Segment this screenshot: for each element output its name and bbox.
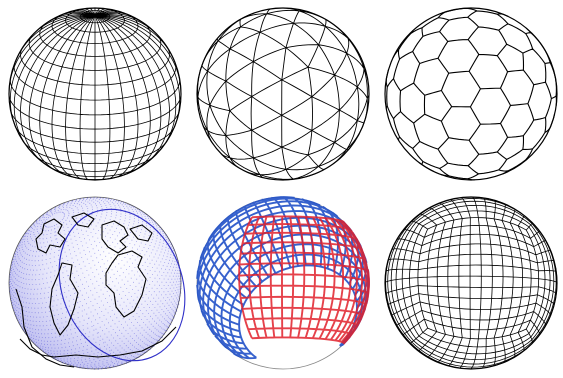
cubed-sphere-grid-sphere — [378, 189, 563, 378]
grid-points — [9, 197, 182, 370]
coastline — [71, 212, 95, 228]
hexagonal-grid-sphere — [378, 0, 563, 189]
cubed-sphere-grid-svg — [384, 196, 558, 370]
earth-point-grid-sphere — [2, 189, 189, 378]
latlon-grid-sphere — [2, 0, 189, 189]
grid-boundary-ring — [58, 208, 186, 362]
latlon-grid-svg — [8, 7, 182, 181]
hexagonal-grid-svg — [384, 7, 558, 181]
coastline — [105, 250, 147, 318]
coastline — [49, 262, 79, 336]
coastline — [129, 224, 153, 242]
coastline — [101, 220, 129, 254]
coastline — [19, 326, 177, 358]
coastline — [35, 218, 66, 254]
triangle-grid-svg — [196, 7, 370, 181]
yin-grid-lines — [238, 215, 370, 345]
earth-sphere — [8, 196, 182, 370]
triangle-grid-lines — [196, 7, 370, 181]
yin-yang-grid-svg — [196, 196, 370, 370]
point-grid-mesh — [9, 197, 182, 370]
latlon-grid-lines — [8, 7, 182, 181]
yin-yang-grid-sphere — [190, 189, 377, 378]
coastlines — [15, 212, 177, 368]
cubed-sphere-grid-lines — [384, 196, 558, 370]
icosahedral-triangle-grid-sphere — [190, 0, 377, 189]
coastline — [15, 288, 75, 368]
earth-point-grid-svg — [8, 196, 186, 370]
hexagonal-grid-lines — [385, 7, 557, 181]
